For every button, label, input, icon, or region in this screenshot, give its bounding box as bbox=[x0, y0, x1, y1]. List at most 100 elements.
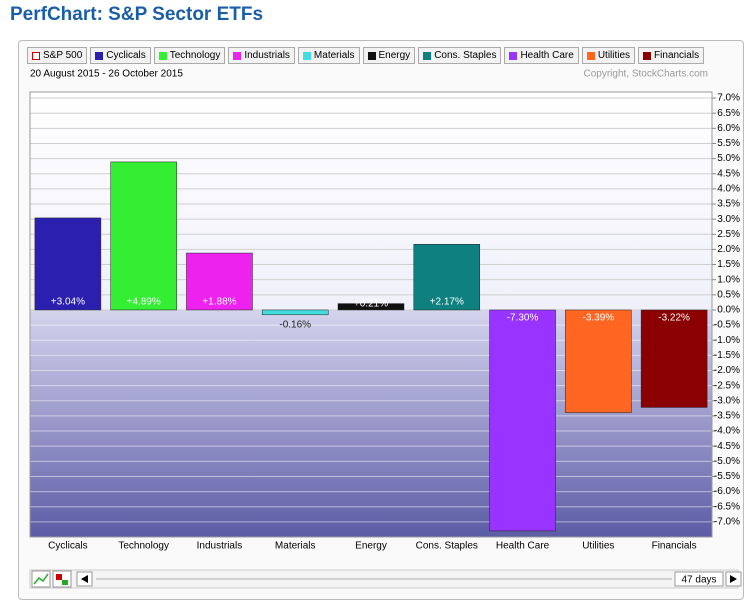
legend-label: Health Care bbox=[520, 50, 574, 61]
arrow-icon bbox=[730, 575, 737, 583]
x-tick-label: Cyclicals bbox=[48, 541, 87, 552]
legend: S&P 500 Cyclicals Technology Industrials Ma… bbox=[27, 47, 705, 64]
y-tick-label: 1.0% bbox=[717, 274, 740, 285]
bar bbox=[261, 309, 329, 316]
period-label: 47 days bbox=[681, 575, 716, 586]
legend-item[interactable]: S&P 500 bbox=[27, 47, 88, 64]
legend-label: Utilities bbox=[597, 50, 631, 61]
y-tick-label: -5.0% bbox=[714, 456, 740, 467]
bar bbox=[186, 252, 253, 311]
x-tick-label: Cons. Staples bbox=[416, 541, 478, 552]
y-tick-label: -2.5% bbox=[714, 380, 740, 391]
legend-label: Technology bbox=[169, 50, 221, 61]
legend-swatch bbox=[586, 51, 595, 60]
y-tick-label: -3.5% bbox=[714, 411, 740, 422]
y-tick-label: -7.0% bbox=[714, 517, 740, 528]
plot-border bbox=[29, 91, 713, 538]
x-tick-label: Industrials bbox=[197, 541, 243, 552]
copyright: Copyright, StockCharts.com bbox=[584, 69, 709, 80]
legend-swatch bbox=[95, 51, 104, 60]
y-tick-label: 6.0% bbox=[717, 123, 740, 134]
value-label: +2.17% bbox=[430, 297, 464, 308]
bar bbox=[337, 303, 405, 311]
legend-swatch bbox=[158, 51, 167, 60]
y-tick-label: -4.0% bbox=[714, 426, 740, 437]
legend-label: S&P 500 bbox=[43, 50, 83, 61]
y-tick-label: 3.5% bbox=[717, 199, 740, 210]
period-box[interactable] bbox=[674, 571, 724, 587]
bar-icon bbox=[56, 574, 62, 580]
legend-item[interactable]: Health Care bbox=[504, 47, 579, 64]
legend-swatch bbox=[32, 51, 40, 60]
x-tick-label: Financials bbox=[652, 541, 697, 552]
x-tick-label: Energy bbox=[355, 541, 387, 552]
y-tick-label: 5.5% bbox=[717, 138, 740, 149]
value-label: -3.39% bbox=[582, 313, 614, 324]
legend-item[interactable]: Financials bbox=[638, 47, 705, 64]
legend-swatch bbox=[302, 51, 311, 60]
page-title: PerfChart: S&P Sector ETFs bbox=[10, 4, 264, 25]
y-tick-label: 6.5% bbox=[717, 108, 740, 119]
y-tick-label: -1.5% bbox=[714, 350, 740, 361]
bar bbox=[110, 161, 177, 311]
legend-label: Materials bbox=[313, 50, 355, 61]
value-label: +3.04% bbox=[51, 297, 85, 308]
value-label: -3.22% bbox=[658, 313, 690, 324]
value-label: -7.30% bbox=[507, 313, 539, 324]
date-range: 20 August 2015 - 26 October 2015 bbox=[30, 69, 183, 80]
y-tick-label: -6.0% bbox=[714, 486, 740, 497]
y-tick-label: -2.0% bbox=[714, 365, 740, 376]
legend-swatch bbox=[423, 51, 432, 60]
value-label: +1.88% bbox=[202, 297, 236, 308]
bar bbox=[565, 309, 632, 413]
y-tick-label: 5.0% bbox=[717, 153, 740, 164]
legend-item[interactable]: Cons. Staples bbox=[418, 47, 502, 64]
value-label: -0.16% bbox=[279, 319, 311, 330]
bar bbox=[34, 217, 102, 311]
legend-label: Cyclicals bbox=[106, 50, 146, 61]
value-label: +0.21% bbox=[354, 299, 388, 310]
legend-item[interactable]: Materials bbox=[297, 47, 360, 64]
value-label: +4.89% bbox=[127, 297, 161, 308]
y-tick-label: -5.5% bbox=[714, 471, 740, 482]
x-tick-label: Utilities bbox=[582, 541, 614, 552]
y-tick-label: -3.0% bbox=[714, 395, 740, 406]
legend-item[interactable]: Cyclicals bbox=[90, 47, 151, 64]
legend-label: Cons. Staples bbox=[434, 50, 497, 61]
bar-icon bbox=[62, 580, 68, 585]
legend-swatch bbox=[367, 51, 376, 60]
x-tick-label: Materials bbox=[275, 541, 316, 552]
y-tick-label: 1.5% bbox=[717, 259, 740, 270]
legend-label: Energy bbox=[378, 50, 411, 61]
arrow-icon bbox=[81, 575, 88, 583]
legend-item[interactable]: Utilities bbox=[581, 47, 636, 64]
bar bbox=[413, 244, 481, 311]
legend-item[interactable]: Technology bbox=[153, 47, 226, 64]
legend-item[interactable]: Energy bbox=[362, 47, 416, 64]
legend-swatch bbox=[643, 51, 652, 60]
legend-item[interactable]: Industrials bbox=[228, 47, 295, 64]
y-tick-label: -4.5% bbox=[714, 441, 740, 452]
y-tick-label: 3.0% bbox=[717, 214, 740, 225]
y-tick-label: 4.5% bbox=[717, 168, 740, 179]
y-tick-label: 0.0% bbox=[717, 305, 740, 316]
legend-label: Financials bbox=[654, 50, 700, 61]
y-tick-label: 7.0% bbox=[717, 93, 740, 104]
y-tick-label: 4.0% bbox=[717, 184, 740, 195]
x-tick-label: Technology bbox=[118, 541, 169, 552]
legend-swatch bbox=[509, 51, 518, 60]
y-tick-label: 2.5% bbox=[717, 229, 740, 240]
x-tick-label: Health Care bbox=[496, 541, 550, 552]
y-tick-label: -1.0% bbox=[714, 335, 740, 346]
legend-swatch bbox=[233, 51, 242, 60]
bar bbox=[489, 309, 556, 532]
bar bbox=[640, 309, 708, 408]
line-icon bbox=[33, 573, 49, 585]
y-tick-label: 2.0% bbox=[717, 244, 740, 255]
legend-label: Industrials bbox=[244, 50, 290, 61]
y-tick-label: -0.5% bbox=[714, 320, 740, 331]
y-tick-label: 0.5% bbox=[717, 289, 740, 300]
y-tick-label: -6.5% bbox=[714, 501, 740, 512]
